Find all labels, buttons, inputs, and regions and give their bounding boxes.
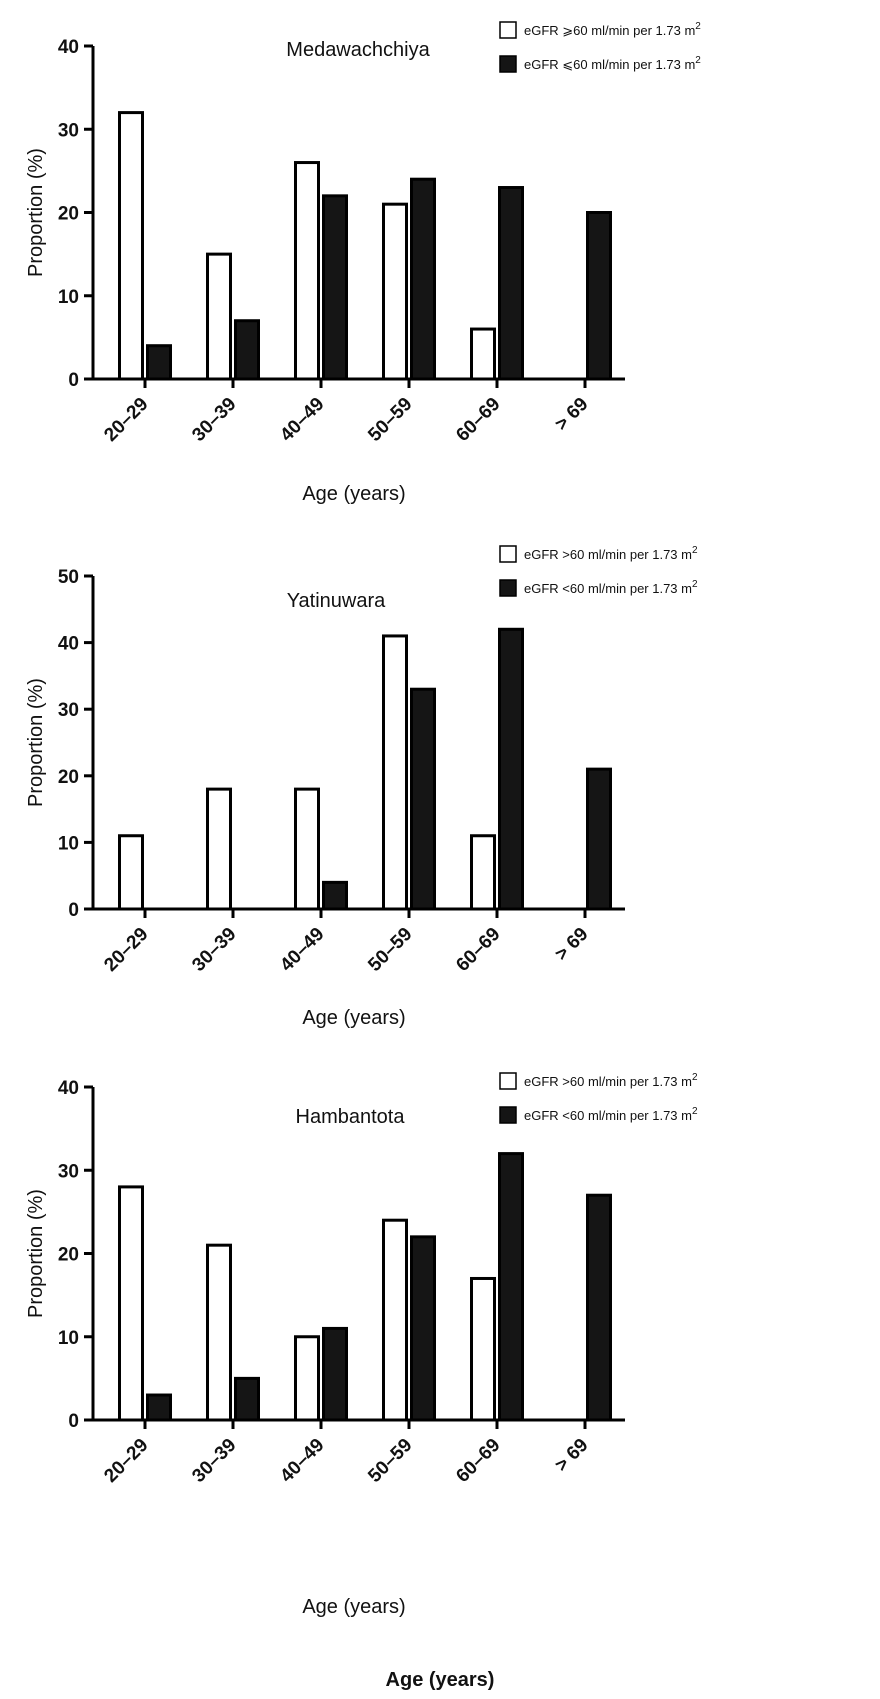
bar-egfr-high <box>470 834 496 911</box>
y-axis-label: Proportion (%) <box>25 678 47 807</box>
bar-egfr-high <box>118 111 144 381</box>
y-tick-label: 10 <box>58 287 79 308</box>
bar-egfr-high <box>294 161 320 381</box>
bar-egfr-low <box>322 1326 348 1422</box>
legend-label: eGFR >60 ml/min per 1.73 m2 <box>524 545 698 562</box>
chart-panel: Medawachchiya 0 10 20 30 40 Proportion (%) 20–2… <box>25 21 701 505</box>
bottom-caption: Age (years) <box>385 1669 495 1691</box>
x-tick-label: > 69 <box>551 1435 592 1476</box>
bar-egfr-low <box>586 1193 612 1422</box>
y-tick-label: 10 <box>58 833 79 854</box>
bar-egfr-high <box>206 252 232 381</box>
x-tick-label: 30–39 <box>188 394 240 446</box>
legend-label: eGFR ⩽60 ml/min per 1.73 m2 <box>524 55 701 72</box>
bar-egfr-low <box>498 627 524 911</box>
x-tick-label: 60–69 <box>452 394 504 446</box>
bar-egfr-low <box>410 687 436 911</box>
y-tick-label: 40 <box>58 634 79 655</box>
bar-egfr-low <box>234 1376 260 1422</box>
bar-egfr-high <box>470 1276 496 1422</box>
x-axis-label: Age (years) <box>302 1007 405 1029</box>
y-tick-label: 10 <box>58 1328 79 1349</box>
legend-swatch-high <box>499 21 517 39</box>
x-tick-label: 20–29 <box>100 394 152 446</box>
bar-egfr-low <box>322 880 348 911</box>
chart-title: Medawachchiya <box>286 39 430 61</box>
legend-label: eGFR <60 ml/min per 1.73 m2 <box>524 1106 698 1123</box>
x-tick-label: 20–29 <box>100 1435 152 1487</box>
bar-egfr-high <box>118 834 144 911</box>
y-tick-label: 20 <box>58 204 79 225</box>
y-axis-label: Proportion (%) <box>25 148 47 277</box>
legend-label: eGFR <60 ml/min per 1.73 m2 <box>524 579 698 596</box>
bar-egfr-low <box>410 1235 436 1422</box>
x-tick-label: 20–29 <box>100 924 152 976</box>
bar-egfr-low <box>322 194 348 381</box>
bar-egfr-low <box>234 319 260 381</box>
bar-egfr-low <box>146 344 172 381</box>
bar-egfr-high <box>206 787 232 911</box>
bar-egfr-low <box>586 211 612 381</box>
x-tick-label: 60–69 <box>452 1435 504 1487</box>
bar-egfr-high <box>294 1335 320 1422</box>
legend-label: eGFR >60 ml/min per 1.73 m2 <box>524 1072 698 1089</box>
x-tick-label: 50–59 <box>364 924 416 976</box>
y-tick-label: 20 <box>58 1245 79 1266</box>
bar-egfr-high <box>382 202 408 381</box>
bar-egfr-low <box>586 767 612 911</box>
x-axis-label: Age (years) <box>302 483 405 505</box>
x-tick-label: 40–49 <box>276 394 328 446</box>
y-tick-label: 0 <box>68 370 79 391</box>
legend-swatch-high <box>499 1072 517 1090</box>
legend-swatch-high <box>499 545 517 563</box>
legend-swatch-low <box>499 579 517 597</box>
y-tick-label: 0 <box>68 900 79 921</box>
chart-title: Hambantota <box>296 1106 406 1128</box>
x-tick-label: 40–49 <box>276 1435 328 1487</box>
chart-panel: Hambantota 0 10 20 30 40 Proportion (%) 20–29 30… <box>25 1072 698 1618</box>
bar-egfr-low <box>410 177 436 381</box>
bar-egfr-low <box>498 186 524 381</box>
bar-egfr-high <box>294 787 320 911</box>
x-tick-label: 30–39 <box>188 924 240 976</box>
x-tick-label: 60–69 <box>452 924 504 976</box>
chart-title: Yatinuwara <box>287 590 386 612</box>
x-tick-label: 50–59 <box>364 1435 416 1487</box>
bar-egfr-high <box>470 327 496 381</box>
y-tick-label: 30 <box>58 1161 79 1182</box>
y-tick-label: 30 <box>58 120 79 141</box>
y-tick-label: 20 <box>58 767 79 788</box>
y-tick-label: 40 <box>58 37 79 58</box>
chart-panel: Yatinuwara 0 10 20 30 40 50 Proportion (%) 20–29… <box>25 545 698 1029</box>
x-tick-label: 50–59 <box>364 394 416 446</box>
y-tick-label: 50 <box>58 567 79 588</box>
y-axis-label: Proportion (%) <box>25 1189 47 1318</box>
x-tick-label: > 69 <box>551 924 592 965</box>
bar-egfr-low <box>498 1152 524 1422</box>
bar-egfr-high <box>206 1243 232 1422</box>
bar-egfr-high <box>382 1218 408 1422</box>
y-tick-label: 40 <box>58 1078 79 1099</box>
y-tick-label: 0 <box>68 1411 79 1432</box>
bar-egfr-high <box>382 634 408 911</box>
x-axis-label: Age (years) <box>302 1596 405 1618</box>
bar-egfr-high <box>118 1185 144 1422</box>
legend-swatch-low <box>499 55 517 73</box>
x-tick-label: > 69 <box>551 394 592 435</box>
legend-label: eGFR ⩾60 ml/min per 1.73 m2 <box>524 21 701 38</box>
x-tick-label: 40–49 <box>276 924 328 976</box>
x-tick-label: 30–39 <box>188 1435 240 1487</box>
y-tick-label: 30 <box>58 700 79 721</box>
bar-egfr-low <box>146 1393 172 1422</box>
legend-swatch-low <box>499 1106 517 1124</box>
